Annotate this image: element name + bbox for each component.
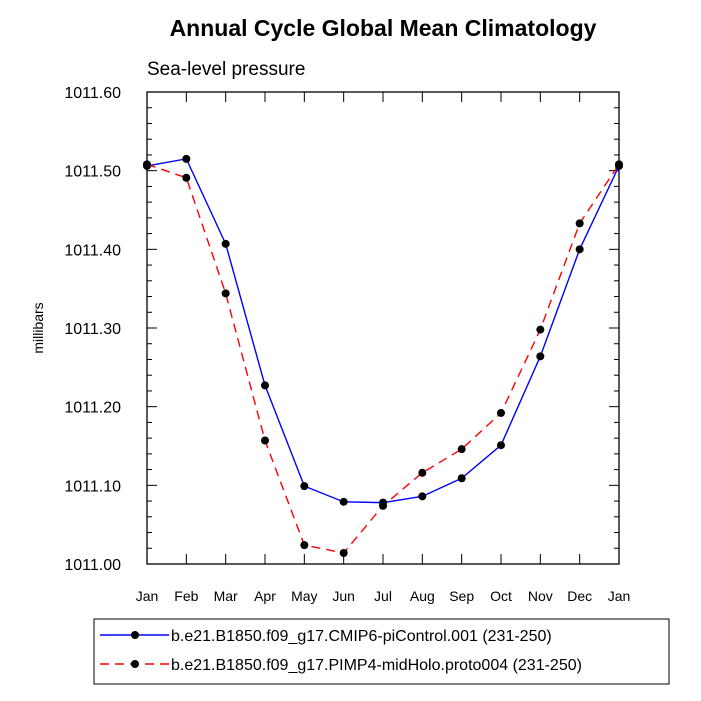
series-2-point: [536, 325, 545, 334]
x-tick-label: Oct: [490, 588, 512, 604]
x-tick-label: Apr: [254, 588, 276, 604]
series-line-1: [146, 158, 620, 504]
series-2-point: [300, 541, 309, 550]
legend-marker-series-2: [131, 660, 139, 668]
y-tick-label: 1011.20: [64, 400, 121, 417]
y-tick-labels: 1011.00 1011.10 1011.20 1011.30 1011.40 1011.…: [64, 85, 121, 574]
series-1-point: [536, 352, 545, 361]
x-tick-label: Mar: [214, 588, 238, 604]
series-2-point: [221, 289, 230, 298]
series-1-point: [221, 239, 230, 248]
series-1-point: [300, 482, 309, 491]
x-tick-label: Jul: [374, 588, 392, 604]
legend-label-series-2: b.e21.B1850.f09_g17.PIMP4-midHolo.proto0…: [171, 657, 582, 674]
x-tick-label: Feb: [174, 588, 198, 604]
series-1-point: [497, 441, 505, 450]
chart-title: Annual Cycle Global Mean Climatology: [170, 15, 597, 41]
series-2-point: [182, 173, 191, 182]
series-2-point: [575, 219, 584, 228]
x-tick-label: Aug: [410, 588, 435, 604]
y-tick-label: 1011.10: [64, 478, 121, 495]
series-1-point: [457, 474, 466, 483]
x-tick-label: Nov: [528, 588, 553, 604]
chart-subtitle: Sea-level pressure: [147, 59, 305, 80]
series-2-point: [261, 436, 269, 445]
x-tick-label: Jun: [332, 588, 355, 604]
series-1-point: [182, 154, 191, 163]
legend-marker-series-1: [131, 631, 139, 639]
series-2-point: [379, 501, 387, 510]
series-layer: [143, 154, 623, 557]
x-tick-label: Jan: [608, 588, 631, 604]
series-2-point: [339, 548, 348, 557]
y-tick-label: 1011.30: [64, 321, 121, 338]
series-1-point: [418, 492, 427, 501]
axis-ticks: [146, 91, 620, 565]
legend: b.e21.B1850.f09_g17.CMIP6-piControl.001 …: [93, 618, 670, 685]
series-line-2: [146, 163, 620, 554]
plot-frame: [146, 91, 620, 565]
x-tick-label: Sep: [449, 588, 474, 604]
y-tick-label: 1011.50: [64, 164, 121, 181]
series-2-point: [615, 160, 623, 169]
x-tick-label: May: [291, 588, 317, 604]
series-1-point: [261, 381, 269, 390]
series-1-point: [575, 245, 584, 254]
y-tick-label: 1011.00: [64, 557, 121, 574]
x-tick-label: Jan: [136, 588, 159, 604]
x-tick-label: Dec: [567, 588, 592, 604]
x-tick-labels: Jan Feb Mar Apr May Jun Jul Aug Sep Oct Nov Dec Jan: [136, 588, 631, 604]
y-tick-label: 1011.40: [64, 242, 121, 259]
series-2-point: [497, 408, 505, 417]
legend-label-series-1: b.e21.B1850.f09_g17.CMIP6-piControl.001 …: [171, 628, 552, 645]
y-tick-label: 1011.60: [64, 85, 121, 102]
y-axis-label: millibars: [30, 302, 46, 353]
series-2-point: [457, 445, 466, 454]
legend-box: [93, 618, 670, 685]
series-1-point: [339, 497, 348, 506]
series-2-point: [418, 468, 427, 477]
series-2-point: [143, 160, 151, 169]
